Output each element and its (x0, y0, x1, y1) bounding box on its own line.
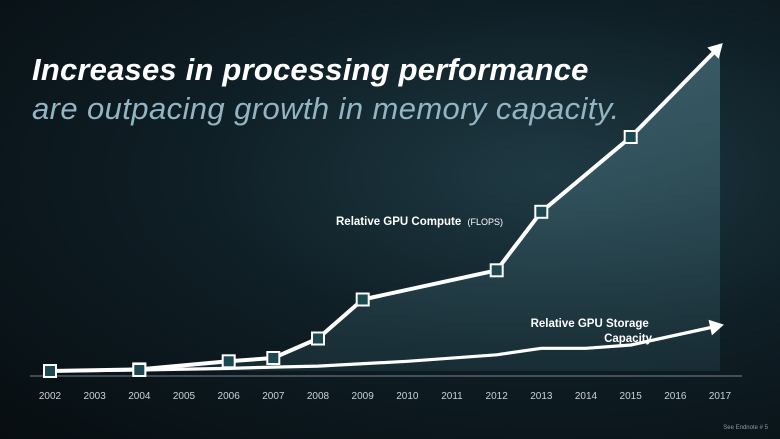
series-name-compute: Relative GPU Compute (336, 216, 461, 228)
arrowhead-storage (708, 319, 724, 336)
data-point-marker (132, 363, 147, 377)
series-name-storage-line1: Relative GPU Storage (531, 318, 649, 330)
x-tick-label: 2004 (128, 391, 151, 402)
x-tick-label: 2005 (173, 391, 196, 402)
x-tick-label: 2010 (396, 391, 419, 402)
x-tick-label: 2008 (307, 391, 330, 402)
x-tick-label: 2003 (84, 391, 107, 402)
x-tick-label: 2006 (218, 391, 241, 402)
series-markers-layer (43, 130, 638, 378)
data-point-marker (534, 204, 549, 219)
data-point-marker (266, 351, 281, 365)
series-name-compute-unit: (FLOPS) (467, 217, 503, 227)
series-lines-layer (48, 43, 724, 373)
series-label-storage: Relative GPU Storage Capacity (531, 318, 653, 345)
arrowhead-compute (707, 43, 723, 59)
x-tick-label: 2011 (441, 391, 463, 402)
endnote-reference: See Endnote # 5 (723, 425, 768, 431)
x-tick-label: 2017 (709, 391, 732, 402)
x-tick-label: 2009 (352, 391, 375, 402)
title-line-1: Increases in processing performance (32, 52, 589, 87)
x-tick-label: 2013 (530, 391, 553, 402)
data-point-marker (355, 292, 370, 307)
data-point-marker (311, 331, 325, 346)
x-tick-label: 2002 (39, 391, 62, 402)
x-tick-label: 2012 (486, 391, 509, 402)
series-name-storage-line2: Capacity (604, 333, 653, 345)
x-tick-labels: 2002 2003 2004 2005 2006 2007 2008 2009 2010 2011… (39, 391, 732, 402)
series-label-compute: Relative GPU Compute (FLOPS) (336, 216, 503, 228)
series-line-compute (48, 44, 722, 373)
series-line-storage (48, 323, 722, 373)
data-point-marker (623, 130, 638, 144)
compute-area-layer (50, 46, 720, 371)
data-point-marker (43, 364, 57, 378)
x-tick-label: 2014 (575, 391, 598, 402)
title-line-2: are outpacing growth in memory capacity. (32, 91, 620, 126)
area-under-compute (50, 46, 720, 371)
x-tick-label: 2016 (664, 391, 687, 402)
x-tick-label: 2007 (262, 391, 285, 402)
data-point-marker (489, 263, 504, 278)
data-point-marker (221, 354, 236, 369)
x-tick-label: 2015 (620, 391, 643, 402)
